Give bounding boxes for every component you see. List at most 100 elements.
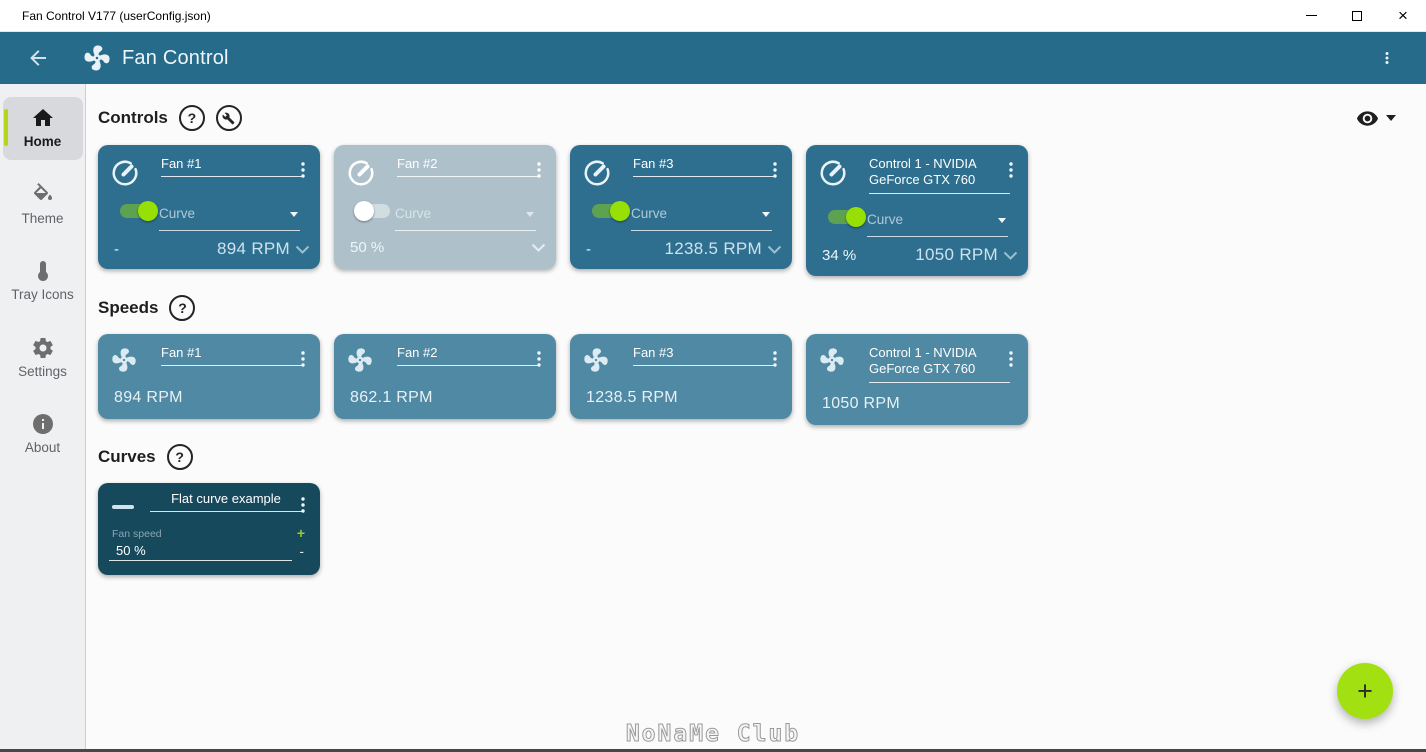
percent-value: -	[114, 240, 119, 258]
curve-select[interactable]: Curve	[631, 199, 772, 231]
enable-toggle[interactable]	[826, 207, 866, 227]
minimize-button[interactable]	[1288, 0, 1334, 31]
card-menu-button[interactable]	[764, 347, 786, 371]
toggle-thumb	[846, 207, 866, 227]
curve-select-value: Curve	[395, 206, 432, 221]
control-name-field[interactable]: Fan #3	[633, 156, 774, 178]
control-name: Fan #3	[633, 156, 674, 171]
enable-toggle[interactable]	[590, 201, 630, 221]
expand-chevron-icon[interactable]	[767, 245, 782, 254]
curves-help-button[interactable]: ?	[166, 444, 193, 470]
expand-chevron-icon[interactable]	[531, 243, 546, 252]
curve-param-label: Fan speed	[112, 528, 162, 540]
control-name-field[interactable]: Fan #2	[397, 156, 538, 178]
speeds-help-button[interactable]: ?	[169, 295, 196, 321]
speed-name-field[interactable]: Fan #2	[397, 345, 538, 367]
card-menu-button[interactable]	[764, 158, 786, 182]
curve-select[interactable]: Curve	[395, 199, 536, 231]
kebab-menu-icon	[301, 351, 305, 367]
rpm-value: 1050 RPM	[915, 245, 998, 264]
overflow-menu-button[interactable]	[1372, 43, 1402, 73]
curve-select[interactable]: Curve	[867, 205, 1008, 237]
info-icon	[32, 414, 53, 435]
card-menu-button[interactable]	[528, 158, 550, 182]
speed-card-gpu: Control 1 - NVIDIA GeForce GTX 760 1050 …	[806, 334, 1028, 425]
speed-name: Control 1 - NVIDIA GeForce GTX 760	[869, 345, 976, 377]
sidebar-item-label: Theme	[21, 210, 64, 226]
eye-icon	[1356, 110, 1379, 126]
sidebar-item-label: Settings	[18, 363, 67, 379]
controls-section-header: Controls ?	[98, 103, 1426, 133]
decrement-button[interactable]: -	[299, 543, 304, 559]
card-menu-button[interactable]	[528, 347, 550, 371]
control-name-field[interactable]: Fan #1	[161, 156, 302, 178]
card-menu-button[interactable]	[1000, 347, 1022, 371]
sidebar: Home Theme Tray Icons Settings About	[0, 84, 86, 752]
sidebar-item-about[interactable]: About	[3, 403, 83, 466]
back-button[interactable]	[20, 40, 56, 76]
controls-title: Controls	[98, 108, 168, 127]
enable-toggle[interactable]	[118, 201, 158, 221]
control-name: Fan #1	[161, 156, 202, 171]
main-content: Controls ? Fan #1 Curve	[86, 84, 1426, 752]
card-menu-button[interactable]	[292, 493, 314, 517]
speed-name-field[interactable]: Fan #1	[161, 345, 302, 367]
control-values-row: - 894 RPM	[114, 239, 310, 259]
rpm-value: 862.1 RPM	[350, 389, 433, 406]
kebab-menu-icon	[1385, 52, 1389, 64]
increment-button[interactable]: +	[296, 525, 305, 541]
speed-card-fan3: Fan #3 1238.5 RPM	[570, 334, 792, 419]
controls-configure-button[interactable]	[215, 105, 242, 131]
speed-card-fan1: Fan #1 894 RPM	[98, 334, 320, 419]
curve-value: 50 %	[116, 543, 146, 558]
enable-toggle[interactable]	[354, 201, 394, 221]
sidebar-item-home[interactable]: Home	[2, 97, 83, 160]
control-card-fan3: Fan #3 Curve - 1238.5 RPM	[570, 145, 792, 269]
control-name-field[interactable]: Control 1 - NVIDIA GeForce GTX 760	[869, 156, 1010, 194]
sidebar-item-tray-icons[interactable]: Tray Icons	[3, 250, 83, 313]
question-mark-icon: ?	[175, 449, 184, 465]
toggle-thumb	[138, 201, 158, 221]
kebab-menu-icon	[537, 162, 541, 178]
percent-value: 34 %	[822, 246, 857, 264]
visibility-menu-button[interactable]	[1356, 107, 1396, 130]
sidebar-item-theme[interactable]: Theme	[3, 174, 83, 237]
control-values-row: 34 % 1050 RPM	[822, 245, 1018, 265]
card-menu-button[interactable]	[1000, 158, 1022, 182]
controls-help-button[interactable]: ?	[178, 105, 205, 131]
sidebar-item-label: About	[24, 440, 61, 456]
question-mark-icon: ?	[187, 110, 197, 126]
speed-name-field[interactable]: Control 1 - NVIDIA GeForce GTX 760	[869, 345, 1010, 383]
app-header: Fan Control	[0, 32, 1426, 84]
curve-select-value: Curve	[159, 206, 196, 221]
speed-name-field[interactable]: Fan #3	[633, 345, 774, 367]
expand-chevron-icon[interactable]	[295, 245, 310, 254]
rpm-value: 894 RPM	[114, 389, 183, 406]
rpm-value: 894 RPM	[217, 239, 290, 258]
maximize-button[interactable]	[1334, 0, 1380, 31]
expand-chevron-icon[interactable]	[1003, 251, 1018, 260]
window-title: Fan Control V177 (userConfig.json)	[22, 8, 211, 23]
sidebar-item-settings[interactable]: Settings	[3, 327, 83, 390]
curve-select-value: Curve	[631, 206, 668, 221]
app-title: Fan Control	[122, 46, 229, 69]
kebab-menu-icon	[1009, 162, 1013, 178]
maximize-icon	[1352, 10, 1362, 21]
card-menu-button[interactable]	[292, 158, 314, 182]
close-button[interactable]: ×	[1380, 0, 1426, 31]
speeds-cards-row: Fan #1 894 RPM Fan #2 862.1 RPM Fan #3 1…	[98, 334, 1426, 425]
kebab-menu-icon	[301, 162, 305, 178]
dropdown-caret-icon	[526, 212, 534, 217]
minimize-icon	[1305, 15, 1317, 16]
sidebar-item-label: Tray Icons	[11, 287, 74, 303]
wrench-icon	[222, 112, 235, 124]
fan-icon	[820, 348, 844, 372]
curve-name-field[interactable]: Flat curve example	[150, 491, 302, 513]
curve-select[interactable]: Curve	[159, 199, 300, 231]
add-button[interactable]: +	[1337, 663, 1393, 719]
sidebar-item-label: Home	[23, 134, 62, 149]
curve-value-field[interactable]: 50 %	[109, 541, 292, 561]
percent-value: 50 %	[350, 239, 385, 256]
control-card-gpu: Control 1 - NVIDIA GeForce GTX 760 Curve…	[806, 145, 1028, 276]
card-menu-button[interactable]	[292, 347, 314, 371]
